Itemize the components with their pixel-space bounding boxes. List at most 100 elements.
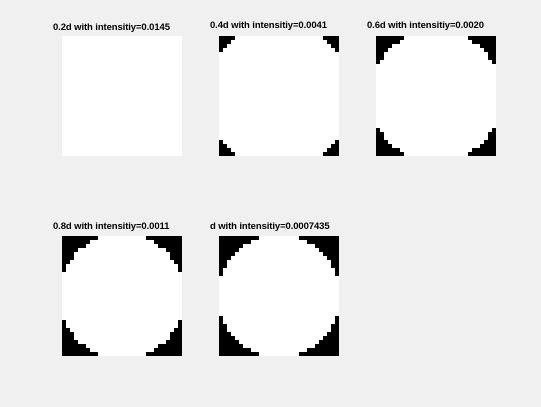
mask-row	[376, 96, 496, 100]
mask-row	[400, 40, 472, 44]
subplot-2-title: 0.4d with intensitiy=0.0041	[210, 20, 327, 31]
mask-row	[259, 236, 299, 240]
mask-row	[219, 124, 339, 128]
subplot-3-image	[376, 36, 496, 156]
mask-row	[62, 132, 182, 136]
mask-row	[219, 80, 339, 84]
mask-row	[219, 296, 339, 300]
mask-row	[392, 44, 480, 48]
mask-row	[62, 136, 182, 140]
mask-row	[62, 48, 182, 52]
mask-row	[223, 316, 335, 320]
mask-row	[219, 284, 339, 288]
mask-row	[62, 272, 182, 276]
mask-row	[62, 312, 182, 316]
mask-row	[231, 148, 327, 152]
mask-row	[62, 104, 182, 108]
mask-row	[62, 60, 182, 64]
mask-row	[62, 140, 182, 144]
mask-row	[74, 336, 170, 340]
subplot-3-title: 0.6d with intensitiy=0.0020	[367, 20, 484, 31]
mask-row	[376, 80, 496, 84]
mask-row	[231, 40, 327, 44]
mask-row	[231, 332, 327, 336]
mask-row	[78, 248, 166, 252]
mask-row	[380, 128, 492, 132]
mask-row	[219, 292, 339, 296]
mask-row	[380, 60, 492, 64]
mask-row	[62, 88, 182, 92]
mask-row	[62, 124, 182, 128]
mask-row	[66, 268, 178, 272]
mask-row	[227, 264, 331, 268]
mask-row	[62, 128, 182, 132]
mask-row	[376, 92, 496, 96]
mask-row	[219, 64, 339, 68]
subplot-4-title: 0.8d with intensitiy=0.0011	[53, 221, 170, 232]
mask-row	[235, 152, 323, 156]
mask-row	[62, 152, 182, 156]
mask-row	[98, 236, 146, 240]
mask-row	[219, 280, 339, 284]
mask-row	[219, 60, 339, 64]
mask-row	[223, 140, 335, 144]
mask-row	[219, 304, 339, 308]
mask-row	[219, 128, 339, 132]
mask-row	[62, 40, 182, 44]
mask-row	[62, 308, 182, 312]
mask-row	[70, 260, 174, 264]
mask-row	[78, 340, 166, 344]
mask-row	[392, 144, 480, 148]
mask-row	[223, 268, 335, 272]
mask-row	[62, 72, 182, 76]
mask-row	[86, 344, 158, 348]
mask-row	[223, 320, 335, 324]
mask-row	[219, 288, 339, 292]
mask-row	[62, 44, 182, 48]
mask-row	[62, 288, 182, 292]
mask-row	[219, 68, 339, 72]
mask-row	[62, 316, 182, 320]
mask-row	[62, 300, 182, 304]
mask-row	[259, 352, 299, 356]
mask-row	[74, 252, 170, 256]
mask-row	[74, 332, 170, 336]
mask-row	[62, 80, 182, 84]
mask-row	[62, 292, 182, 296]
mask-row	[219, 52, 339, 56]
mask-row	[219, 72, 339, 76]
subplot-4-image	[62, 236, 182, 356]
mask-row	[384, 132, 488, 136]
mask-row	[90, 240, 154, 244]
mask-row	[219, 100, 339, 104]
mask-row	[376, 88, 496, 92]
mask-row	[219, 300, 339, 304]
mask-row	[219, 132, 339, 136]
mask-row	[219, 96, 339, 100]
subplot-1-title: 0.2d with intensitiy=0.0145	[53, 22, 170, 33]
mask-row	[219, 116, 339, 120]
mask-row	[62, 84, 182, 88]
mask-row	[376, 116, 496, 120]
mask-row	[219, 76, 339, 80]
mask-row	[62, 108, 182, 112]
mask-row	[388, 48, 484, 52]
mask-row	[90, 348, 154, 352]
mask-row	[376, 100, 496, 104]
mask-row	[376, 104, 496, 108]
mask-row	[376, 84, 496, 88]
mask-row	[62, 304, 182, 308]
mask-row	[231, 256, 327, 260]
mask-row	[66, 320, 178, 324]
mask-row	[62, 68, 182, 72]
mask-row	[66, 264, 178, 268]
mask-row	[62, 284, 182, 288]
mask-row	[62, 280, 182, 284]
mask-row	[62, 100, 182, 104]
mask-row	[219, 276, 339, 280]
mask-row	[235, 36, 323, 40]
mask-row	[219, 108, 339, 112]
mask-row	[62, 296, 182, 300]
mask-row	[219, 112, 339, 116]
mask-row	[227, 260, 331, 264]
